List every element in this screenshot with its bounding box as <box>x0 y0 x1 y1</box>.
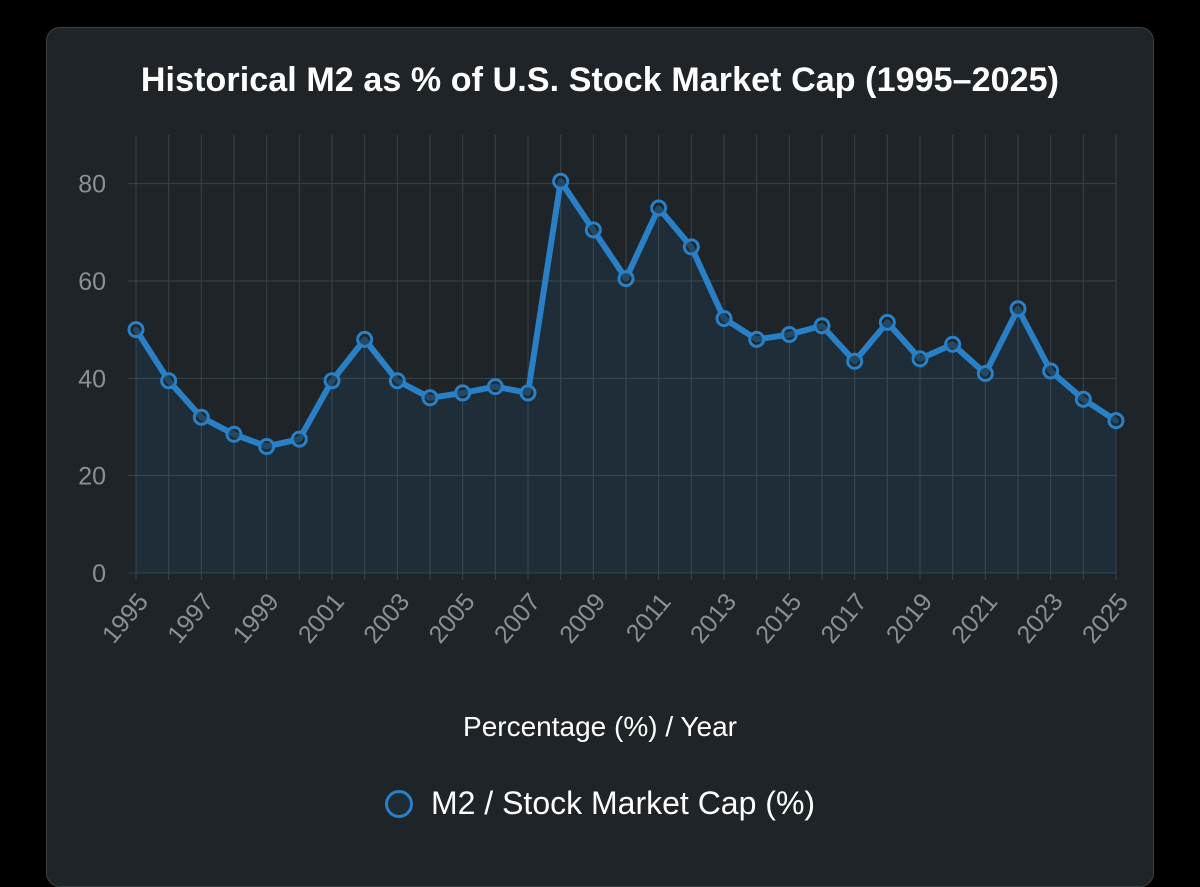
chart-card: Historical M2 as % of U.S. Stock Market … <box>46 27 1154 887</box>
legend-label: M2 / Stock Market Cap (%) <box>430 785 816 821</box>
x-tick-label: 1999 <box>227 588 284 649</box>
data-point <box>225 425 243 443</box>
data-point <box>454 384 472 402</box>
data-point <box>486 378 504 396</box>
data-point <box>944 335 962 353</box>
x-tick-label: 2019 <box>881 588 938 649</box>
legend[interactable]: M2 / Stock Market Cap (%) <box>47 785 1153 822</box>
x-tick-label: 1995 <box>97 588 154 649</box>
x-tick-label: 2005 <box>423 588 480 649</box>
data-point <box>813 317 831 335</box>
data-point <box>682 238 700 256</box>
data-point <box>1009 300 1027 318</box>
data-point <box>290 430 308 448</box>
data-point <box>552 172 570 190</box>
legend-swatch-circle-icon <box>384 789 413 818</box>
x-tick-label: 2025 <box>1077 588 1134 649</box>
x-tick-label: 2007 <box>489 588 546 649</box>
x-tick-label: 2013 <box>685 588 742 649</box>
chart-title: Historical M2 as % of U.S. Stock Market … <box>140 61 1060 99</box>
x-tick-label: 2003 <box>358 588 415 649</box>
data-point <box>911 350 929 368</box>
data-point <box>715 309 733 327</box>
x-tick-label: 1997 <box>162 588 219 649</box>
x-tick-label: 2017 <box>815 588 872 649</box>
line-chart: 0 20 40 60 80 1995 1997 1999 2001 2003 2005 2007 200… <box>78 135 1134 649</box>
data-point <box>617 270 635 288</box>
data-point <box>846 352 864 370</box>
x-tick-label: 2023 <box>1011 588 1068 649</box>
x-tick-label: 2009 <box>554 588 611 649</box>
x-axis-label: Percentage (%) / Year <box>463 711 737 742</box>
data-point <box>421 389 439 407</box>
y-tick-label: 40 <box>78 365 106 393</box>
data-point <box>160 372 178 390</box>
data-point <box>1042 362 1060 380</box>
data-point <box>258 437 276 455</box>
data-point <box>1107 412 1125 430</box>
x-tick-label: 2021 <box>946 588 1003 649</box>
data-point <box>584 221 602 239</box>
y-tick-label: 60 <box>78 268 106 296</box>
y-tick-label: 20 <box>78 463 106 491</box>
x-tick-label: 2011 <box>621 588 677 647</box>
data-point <box>1074 390 1092 408</box>
x-tick-label: 2015 <box>750 588 807 649</box>
data-point <box>519 384 537 402</box>
data-point <box>127 321 145 339</box>
x-tick-label: 2001 <box>293 588 350 649</box>
data-point <box>323 372 341 390</box>
data-point <box>780 326 798 344</box>
data-point <box>748 330 766 348</box>
data-point <box>356 330 374 348</box>
data-point <box>650 199 668 217</box>
series-area <box>136 181 1116 573</box>
data-point <box>976 364 994 382</box>
data-point <box>192 408 210 426</box>
data-point <box>878 313 896 331</box>
y-tick-label: 80 <box>78 171 106 199</box>
data-point <box>388 372 406 390</box>
y-tick-label: 0 <box>92 560 106 588</box>
